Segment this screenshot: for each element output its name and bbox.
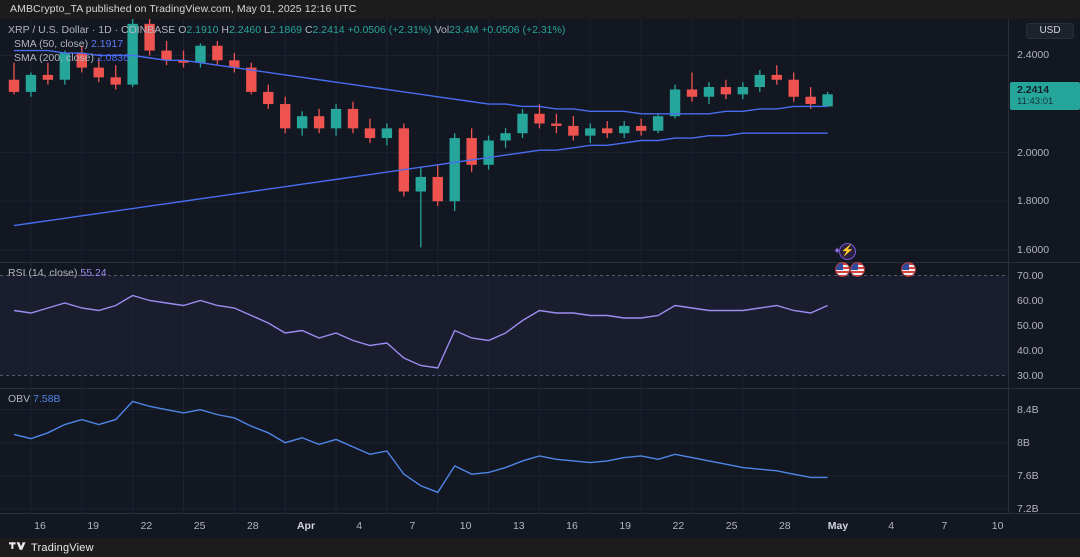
rsi-axis-tick: 40.00: [1017, 344, 1044, 357]
time-axis-tick: 19: [619, 520, 632, 532]
us-flag-event-marker[interactable]: [901, 262, 916, 277]
current-price-badge: 2.2414 11:43:01: [1010, 81, 1080, 110]
marker-plus-icon[interactable]: ✦: [833, 246, 842, 257]
time-axis-tick: 7: [941, 520, 948, 532]
rsi-axis-tick: 30.00: [1017, 369, 1044, 382]
current-price-time: 11:43:01: [1017, 95, 1054, 107]
current-price-value: 2.2414: [1017, 83, 1050, 96]
time-axis-tick: 13: [512, 520, 525, 532]
time-axis-tick: 10: [459, 520, 472, 532]
rsi-axis-tick: 60.00: [1017, 294, 1044, 307]
rsi-pane[interactable]: 70.00 60.00 50.00 40.00 30.00: [0, 262, 1080, 388]
obv-line-svg: [0, 389, 1008, 513]
rsi-axis-tick: 50.00: [1017, 319, 1044, 332]
currency-badge[interactable]: USD: [1026, 23, 1074, 39]
obv-axis-tick: 8.4B: [1017, 403, 1039, 416]
rsi-plot[interactable]: [0, 263, 1008, 388]
time-axis-tick: 25: [725, 520, 738, 532]
price-axis-tick: 2.0000: [1017, 146, 1050, 159]
time-axis-tick: 22: [140, 520, 153, 532]
us-flag-event-marker[interactable]: [835, 262, 850, 277]
price-axis[interactable]: USD 2.4000 2.0000 1.8000 1.6000 2.2414 11:4…: [1008, 19, 1080, 262]
time-axis-tick: 22: [672, 520, 685, 532]
time-axis[interactable]: 16 19 22 25 28 Apr 4 7 10 13 16 19 22 25 28 May 4 7 10: [0, 513, 1080, 538]
rsi-axis[interactable]: 70.00 60.00 50.00 40.00 30.00: [1008, 263, 1080, 388]
price-pane[interactable]: USD 2.4000 2.0000 1.8000 1.6000 2.2414 11:4…: [0, 19, 1080, 262]
obv-axis-tick: 7.6B: [1017, 469, 1039, 482]
time-axis-tick: 7: [409, 520, 416, 532]
price-axis-tick: 1.8000: [1017, 195, 1050, 208]
price-axis-tick: 1.6000: [1017, 243, 1050, 256]
tradingview-logo[interactable]: TradingView: [9, 542, 94, 554]
lightning-event-icon[interactable]: ⚡: [839, 243, 856, 260]
chart-area[interactable]: USD 2.4000 2.0000 1.8000 1.6000 2.2414 11:4…: [0, 19, 1080, 538]
time-axis-tick: 19: [87, 520, 100, 532]
rsi-axis-tick: 70.00: [1017, 269, 1044, 282]
price-axis-tick: 2.4000: [1017, 49, 1050, 62]
obv-axis-tick: 7.2B: [1017, 502, 1039, 513]
tradingview-wordmark: TradingView: [31, 541, 94, 554]
time-axis-tick: 25: [193, 520, 206, 532]
time-axis-tick: 28: [778, 520, 791, 532]
obv-plot[interactable]: [0, 389, 1008, 513]
us-flag-event-marker[interactable]: [850, 262, 865, 277]
footer-bar: TradingView: [0, 538, 1080, 557]
obv-axis[interactable]: 8.4B 8B 7.6B 7.2B: [1008, 389, 1080, 513]
time-axis-tick: 28: [246, 520, 259, 532]
tradingview-glyph-icon: [9, 542, 26, 550]
time-axis-tick: May: [827, 520, 849, 532]
published-bar: AMBCrypto_TA published on TradingView.co…: [0, 0, 1080, 19]
price-candles-svg: [0, 19, 1008, 262]
time-axis-tick: 4: [356, 520, 363, 532]
time-axis-tick: 16: [566, 520, 578, 532]
rsi-line-svg: [0, 263, 1008, 388]
time-axis-tick: Apr: [296, 520, 316, 532]
time-axis-tick: 16: [34, 520, 46, 532]
time-axis-tick: 4: [888, 520, 895, 532]
time-axis-tick: 10: [991, 520, 1004, 532]
price-plot[interactable]: [0, 19, 1008, 262]
obv-pane[interactable]: 8.4B 8B 7.6B 7.2B: [0, 388, 1080, 513]
obv-axis-tick: 8B: [1017, 436, 1030, 449]
